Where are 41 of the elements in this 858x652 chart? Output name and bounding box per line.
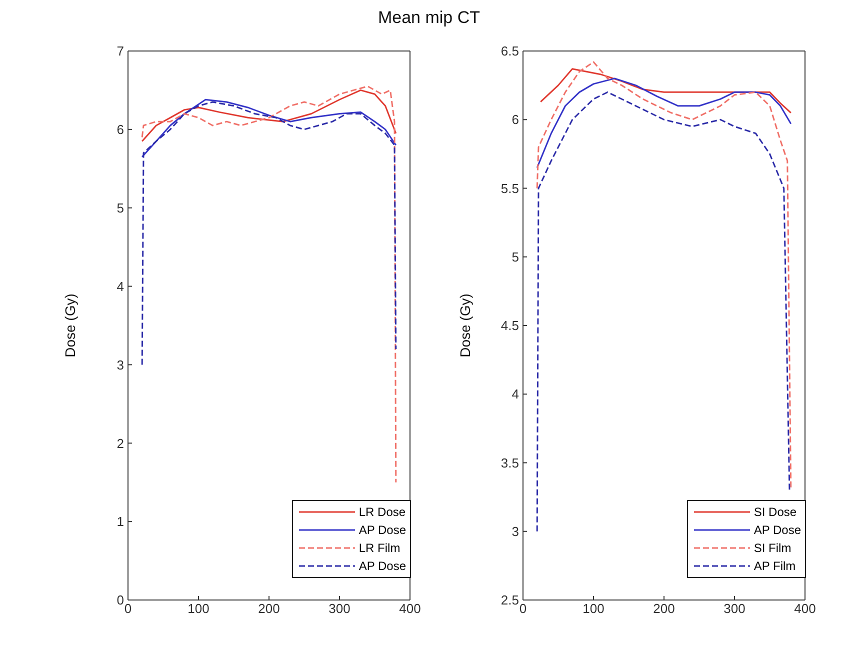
y-tick-label: 6.5: [500, 44, 519, 59]
y-tick-label: 6: [512, 112, 519, 128]
y-axis-title: Dose (Gy): [456, 294, 473, 358]
legend-label: AP Dose: [754, 523, 801, 537]
legend-label: AP Film: [754, 559, 796, 573]
line-series: [141, 86, 397, 484]
legend-label: AP Dose: [358, 559, 406, 573]
line-series: [141, 89, 397, 142]
x-tick-label: 300: [328, 601, 350, 616]
y-tick-label: 5.5: [500, 180, 519, 196]
x-tick-label: 100: [582, 601, 604, 616]
y-tick-label: 6: [116, 122, 124, 138]
y-tick-label: 5: [512, 249, 519, 264]
x-tick-label: 200: [653, 601, 675, 616]
x-tick-label: 400: [399, 601, 421, 616]
chart-title: Mean mip CT: [376, 8, 482, 29]
y-axis-title: Dose (Gy): [62, 294, 78, 358]
line-series: [141, 101, 397, 366]
x-tick-label: 100: [188, 601, 210, 616]
y-tick-label: 5: [116, 200, 124, 216]
line-series: [540, 68, 792, 114]
y-tick-label: 4: [512, 386, 519, 402]
legend-label: LR Film: [358, 541, 400, 555]
legend-label: SI Dose: [754, 505, 797, 519]
y-tick-label: 4: [116, 278, 124, 294]
y-tick-label: 7: [116, 44, 124, 59]
legend-label: SI Film: [754, 541, 792, 555]
y-tick-label: 2: [116, 436, 124, 451]
y-tick-label: 2.5: [500, 592, 519, 608]
line-series: [536, 78, 792, 168]
y-tick-label: 3: [512, 524, 519, 539]
x-tick-label: 400: [794, 601, 816, 616]
line-series: [141, 98, 397, 158]
legend-label: AP Dose: [358, 523, 406, 537]
y-tick-label: 3.5: [500, 455, 519, 470]
y-tick-label: 1: [116, 514, 124, 530]
y-tick-label: 3: [116, 357, 124, 372]
x-tick-label: 300: [724, 601, 746, 616]
legend-label: LR Dose: [358, 505, 406, 519]
x-tick-label: 200: [258, 601, 280, 616]
y-tick-label: 4.5: [500, 318, 519, 334]
